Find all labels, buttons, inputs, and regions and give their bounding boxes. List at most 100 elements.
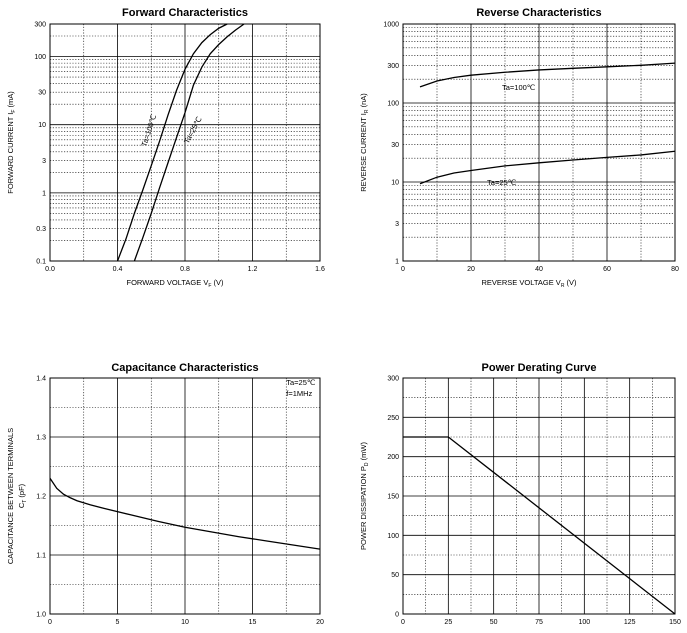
chart-title: Forward Characteristics [122, 7, 248, 19]
y-tick-label: 3 [395, 221, 399, 228]
x-axis-label-part: V [201, 278, 208, 287]
y-tick-label: 0.1 [36, 259, 46, 266]
series-line-2 [419, 150, 676, 185]
x-axis-label-part: FORWARD VOLTAGE [127, 278, 202, 287]
y-axis-label: REVERSE CURRENT IR (nA) [359, 93, 370, 192]
series-line-2 [133, 23, 245, 262]
y-tick-label: 30 [38, 90, 46, 97]
plot-frame [49, 377, 321, 615]
x-tick-label: 125 [624, 619, 636, 626]
y-axis-label-text: POWER DISSIPATION [359, 473, 368, 550]
x-axis-label-unit: (V) [564, 278, 577, 287]
chart-title: Capacitance Characteristics [111, 362, 258, 374]
x-tick-label: 0 [401, 266, 405, 273]
y-tick-label: 1.1 [36, 553, 46, 560]
y-tick-label: 250 [387, 415, 399, 422]
series-label-ta25: Ta=25℃ [487, 178, 517, 187]
y-axis-label-text: REVERSE CURRENT [359, 117, 368, 192]
y-axis-label-unit: (mA) [6, 91, 15, 110]
chart-title: Power Derating Curve [482, 362, 597, 374]
x-axis-label: REVERSE VOLTAGE VR (V) [481, 278, 577, 289]
y-tick-label: 100 [387, 101, 399, 108]
x-tick-label: 80 [671, 266, 679, 273]
x-axis-label-part: V [554, 278, 561, 287]
x-tick-label: 20 [316, 619, 324, 626]
plot-frame [49, 23, 321, 262]
chart-2: Reverse Characteristics 0 20 40 60 80 1 3 10 30 10… [359, 7, 679, 289]
y-tick-label: 1.2 [36, 494, 46, 501]
chart-3: Capacitance Characteristics 0 5 10 15 20 1.0 1.… [6, 362, 324, 626]
x-axis-label: FORWARD VOLTAGE VF (V) [127, 278, 224, 289]
y-tick-label: 100 [34, 54, 46, 61]
x-tick-label: 5 [116, 619, 120, 626]
x-tick-label: 0.8 [180, 266, 190, 273]
y-axis-label: CAPACITANCE BETWEEN TERMINALS [6, 428, 15, 564]
y-tick-label: 10 [391, 180, 399, 187]
grid [402, 377, 676, 615]
y-tick-label: 10 [38, 122, 46, 129]
y-tick-label: 1.3 [36, 435, 46, 442]
chart-1: Forward Characteristics 0.0 0.4 0.8 1.2 1.6 0.… [6, 7, 325, 289]
y-axis-label-unit: (pF) [17, 483, 26, 499]
y-axis-label-group: CAPACITANCE BETWEEN TERMINALS CT (pF) [6, 428, 28, 564]
grid [49, 24, 321, 262]
y-tick-label: 100 [387, 533, 399, 540]
plot-frame [402, 377, 676, 615]
y-tick-label: 0 [395, 612, 399, 619]
y-tick-label: 300 [387, 63, 399, 70]
y-axis-label-sym: I [359, 113, 368, 117]
y-tick-label: 200 [387, 454, 399, 461]
x-tick-label: 0.0 [45, 266, 55, 273]
x-axis-label-sub: R [561, 283, 565, 289]
x-tick-label: 100 [578, 619, 590, 626]
x-tick-label: 0 [401, 619, 405, 626]
x-tick-label: 20 [467, 266, 475, 273]
series-line-1 [419, 62, 676, 88]
series-label-ta100: Ta=100℃ [139, 113, 158, 148]
chart-title: Reverse Characteristics [476, 7, 601, 19]
y-tick-label: 1000 [383, 22, 399, 29]
y-axis-label-sub: F [11, 110, 17, 113]
x-axis-label-part: REVERSE VOLTAGE [481, 278, 553, 287]
y-axis-label-group: REVERSE CURRENT IR (nA) [359, 93, 370, 192]
x-tick-label: 10 [181, 619, 189, 626]
x-tick-label: 75 [535, 619, 543, 626]
y-axis-label: POWER DISSIPATION PD (mW) [359, 442, 370, 550]
y-tick-label: 30 [391, 142, 399, 149]
y-tick-label: 300 [34, 22, 46, 29]
y-axis-label-sub: T [22, 500, 28, 503]
y-axis-label-unit: (mW) [359, 442, 368, 463]
grid [49, 377, 321, 615]
y-axis-label-sym: C [17, 502, 26, 508]
plot-frame [402, 23, 676, 262]
x-tick-label: 25 [444, 619, 452, 626]
y-axis-label-symbol: CT (pF) [17, 483, 28, 508]
x-tick-label: 0 [48, 619, 52, 626]
y-tick-label: 1.4 [36, 376, 46, 383]
x-axis-label-sub: F [208, 283, 211, 289]
series-line-1 [403, 436, 676, 615]
y-axis-label: FORWARD CURRENT IF (mA) [6, 91, 17, 194]
grid [402, 23, 676, 262]
series-label-ta100: Ta=100℃ [502, 83, 536, 92]
y-tick-label: 300 [387, 376, 399, 383]
y-axis-label-sym: I [6, 113, 15, 117]
x-tick-label: 150 [669, 619, 681, 626]
x-axis-label-unit: (V) [211, 278, 224, 287]
y-axis-label-unit: (nA) [359, 93, 368, 110]
y-tick-label: 1 [395, 259, 399, 266]
x-tick-label: 50 [490, 619, 498, 626]
y-axis-label-group: FORWARD CURRENT IF (mA) [6, 91, 17, 194]
y-tick-label: 150 [387, 494, 399, 501]
series-line-1 [116, 23, 228, 262]
y-axis-label-group: POWER DISSIPATION PD (mW) [359, 442, 370, 550]
y-tick-label: 50 [391, 572, 399, 579]
x-tick-label: 1.6 [315, 266, 325, 273]
condition-annotation: Ta=25℃ [286, 378, 316, 387]
y-tick-label: 1.0 [36, 612, 46, 619]
x-tick-label: 60 [603, 266, 611, 273]
y-tick-label: 3 [42, 158, 46, 165]
x-tick-label: 0.4 [113, 266, 123, 273]
condition-annotation: f=1MHz [286, 389, 312, 398]
